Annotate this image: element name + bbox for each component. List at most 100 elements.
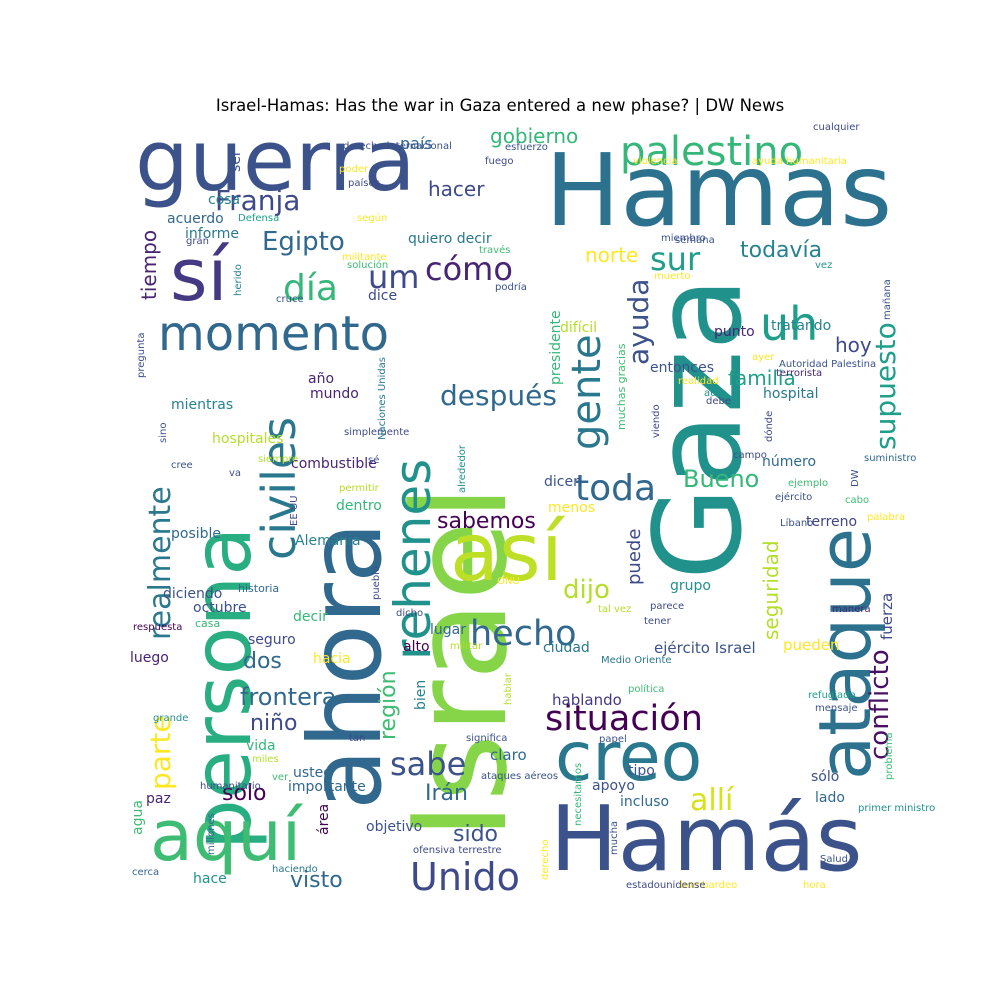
cloud-word: hospital (763, 386, 818, 402)
cloud-word: según (357, 212, 387, 224)
cloud-word: presidente (548, 310, 564, 385)
cloud-word: Naciones Unidas (377, 357, 388, 440)
cloud-word: mundo (310, 386, 359, 402)
cloud-word: política (628, 683, 664, 695)
cloud-word: haciendo (272, 864, 318, 875)
cloud-word: hospitales (212, 431, 283, 447)
cloud-word: ciudad (543, 640, 590, 656)
cloud-word: derecho internacional (343, 141, 452, 152)
cloud-word: través (479, 244, 510, 256)
cloud-word: gobierno (490, 124, 578, 148)
cloud-word: Irán (425, 781, 468, 806)
cloud-word: primer ministro (858, 803, 935, 814)
cloud-word: ayuda humanitaria (752, 156, 847, 167)
cloud-word: aquí (150, 795, 304, 877)
cloud-word: así (450, 506, 566, 599)
cloud-word: gran (186, 236, 209, 247)
cloud-word: sabe (390, 745, 466, 783)
cloud-word: situación (545, 699, 703, 739)
cloud-word: hablar (503, 672, 514, 705)
cloud-word: hoy (835, 333, 872, 357)
cloud-word: sur (650, 240, 701, 278)
cloud-word: casa (195, 617, 220, 630)
cloud-word: poder (339, 164, 369, 175)
cloud-word: mientras (171, 397, 233, 413)
cloud-word: historia (238, 582, 279, 595)
cloud-word: grupo (670, 578, 711, 594)
cloud-word: cree (171, 460, 193, 471)
cloud-word: creo (555, 718, 702, 797)
cloud-word: bombardeo (680, 880, 737, 891)
cloud-word: cruce (276, 294, 304, 305)
cloud-word: problema (884, 732, 895, 780)
cloud-word: Líbano (780, 517, 813, 529)
cloud-word: fuego (485, 156, 513, 167)
cloud-word: parece (650, 601, 684, 612)
cloud-word: suministro (864, 453, 916, 464)
cloud-word: diciendo (163, 586, 222, 602)
cloud-word: octubre (193, 600, 247, 616)
cloud-word: viendo (651, 404, 662, 438)
cloud-word: civiles (252, 417, 306, 560)
cloud-word: persona (176, 527, 269, 850)
cloud-word: agua (130, 800, 146, 835)
cloud-word: aún (704, 387, 723, 399)
cloud-word: alto (403, 639, 430, 655)
cloud-word: sino (158, 423, 169, 443)
cloud-word: allí (690, 783, 735, 818)
cloud-word: pregunta (136, 333, 147, 378)
cloud-word: norte (585, 243, 638, 267)
cloud-word: tan (349, 733, 365, 744)
cloud-word: seguridad (759, 540, 783, 640)
cloud-word: frontera (240, 683, 336, 711)
cloud-word: Hamas (545, 132, 892, 249)
cloud-word: realidad (678, 376, 719, 387)
cloud-word: claro (490, 746, 527, 764)
cloud-word: Israel (384, 485, 536, 840)
cloud-word: Autoridad Palestina (779, 359, 876, 370)
cloud-word: grande (153, 713, 188, 724)
cloud-word: ejemplo (788, 478, 828, 489)
cloud-word: necesitamos (573, 763, 584, 826)
cloud-word: menos (548, 500, 595, 516)
cloud-word: dice (368, 288, 397, 304)
cloud-word: decir (293, 609, 328, 625)
cloud-word: posible (171, 526, 221, 542)
cloud-word: seguro (248, 632, 296, 648)
cloud-word: semana (675, 235, 715, 246)
cloud-word: punto (714, 324, 755, 340)
cloud-word: sabemos (437, 509, 536, 534)
cloud-word: estadounidense (626, 880, 706, 891)
cloud-word: uh (760, 297, 818, 351)
cloud-word: guerra (135, 112, 416, 211)
cloud-word: hacer (428, 177, 485, 201)
cloud-word: incluso (620, 794, 669, 810)
cloud-word: niño (250, 711, 297, 736)
cloud-word: número (762, 454, 816, 470)
cloud-word: herido (233, 264, 244, 296)
cloud-word: conflicto (865, 649, 895, 760)
cloud-word: hacia (313, 651, 351, 667)
cloud-word: países (348, 177, 380, 189)
cloud-word: va (229, 468, 241, 479)
cloud-word: tal vez (598, 604, 631, 615)
cloud-word: DW (850, 469, 861, 487)
cloud-word: Franja (215, 184, 300, 217)
cloud-word: miembro (661, 233, 706, 244)
cloud-word: mucha (609, 821, 620, 855)
cloud-word: combustible (291, 456, 377, 472)
cloud-word: Medio Oriente (601, 655, 672, 666)
cloud-word: puede (624, 529, 645, 585)
chart-title: Israel-Hamas: Has the war in Gaza entere… (215, 96, 785, 115)
cloud-word: debe (706, 396, 731, 407)
cloud-word: solución (347, 259, 388, 271)
cloud-word: difícil (560, 320, 597, 336)
cloud-word: realmente (143, 486, 178, 640)
cloud-word: campo (733, 450, 767, 461)
cloud-word: lugar (430, 622, 466, 638)
cloud-word: acuerdo (167, 211, 224, 227)
cloud-word: todavía (740, 238, 822, 263)
cloud-word: hora (803, 880, 826, 891)
cloud-word: objetivo (366, 819, 422, 835)
cloud-word: millones (206, 813, 217, 855)
